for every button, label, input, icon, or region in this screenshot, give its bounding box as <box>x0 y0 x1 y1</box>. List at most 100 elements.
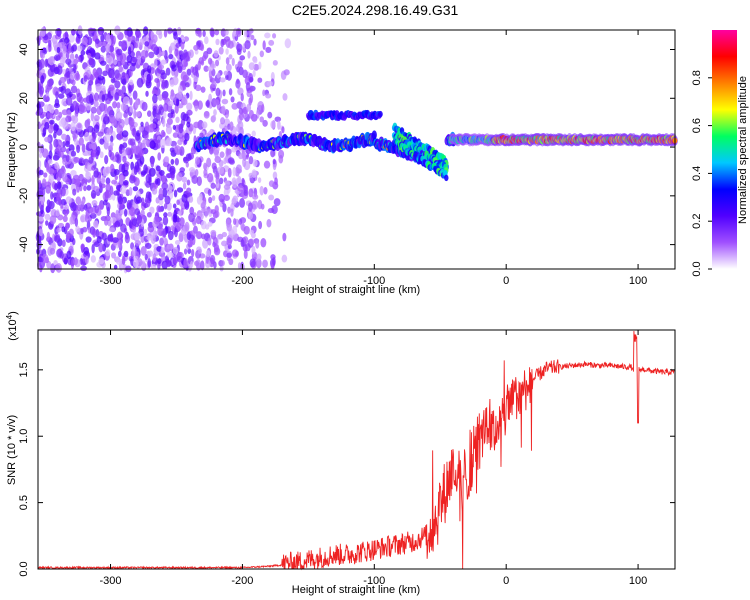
colorbar-label: Normalized spectral amplitude <box>737 76 749 224</box>
noise-cell <box>185 56 191 62</box>
noise-cell <box>247 50 251 59</box>
noise-cell <box>155 197 160 204</box>
noise-cell <box>134 208 141 216</box>
noise-cell <box>43 172 48 178</box>
noise-cell <box>72 132 78 140</box>
noise-cell <box>124 29 129 36</box>
noise-cell <box>38 85 45 95</box>
noise-cell <box>80 50 86 56</box>
noise-cell <box>64 88 72 96</box>
noise-cell <box>128 85 132 94</box>
noise-cell <box>60 199 67 206</box>
noise-cell <box>240 239 245 248</box>
noise-cell <box>170 173 175 179</box>
noise-cell <box>172 75 179 86</box>
noise-cell <box>50 263 56 274</box>
noise-cell <box>173 189 178 198</box>
noise-cell <box>176 199 180 206</box>
noise-cell <box>81 143 86 153</box>
noise-cell <box>148 51 155 59</box>
noise-cell <box>248 238 255 246</box>
noise-cell <box>53 124 60 131</box>
noise-cell <box>239 198 246 208</box>
noise-cell <box>129 97 133 106</box>
noise-cell <box>262 40 266 51</box>
noise-cell <box>162 118 166 128</box>
noise-cell <box>125 74 129 83</box>
noise-cell <box>170 140 177 147</box>
noise-cell <box>118 65 124 73</box>
noise-cell <box>241 177 245 184</box>
line-xtick-label: 100 <box>629 575 647 587</box>
noise-cell <box>152 34 158 44</box>
noise-cell <box>121 163 126 174</box>
noise-cell <box>238 153 244 160</box>
noise-cell <box>221 98 229 105</box>
noise-cell <box>94 205 99 214</box>
heatmap-ytick-label: 0 <box>18 144 30 150</box>
noise-cell <box>39 257 44 263</box>
noise-cell <box>120 223 127 233</box>
noise-cell <box>189 240 193 248</box>
noise-cell <box>218 177 224 185</box>
noise-cell <box>163 29 168 38</box>
noise-cell <box>203 65 209 72</box>
noise-cell <box>155 165 161 172</box>
noise-cell <box>85 171 92 180</box>
noise-cell <box>189 206 195 215</box>
noise-cell <box>153 133 158 143</box>
noise-cell <box>169 42 176 51</box>
noise-cell <box>112 101 118 109</box>
noise-cell <box>188 212 195 223</box>
noise-cell <box>265 46 272 54</box>
noise-cell <box>165 125 173 135</box>
noise-cell <box>202 30 206 37</box>
noise-cell <box>135 111 141 118</box>
noise-cell <box>159 169 165 176</box>
noise-cell <box>177 210 182 216</box>
noise-cell <box>218 193 225 203</box>
noise-cell <box>101 40 108 48</box>
noise-cell <box>249 76 254 83</box>
noise-cell <box>161 174 166 185</box>
colorbar-tick-label: 0.4 <box>691 166 703 181</box>
noise-cell <box>52 154 60 161</box>
heatmap-x-axis-label: Height of straight line (km) <box>292 284 420 296</box>
noise-cell <box>39 58 45 69</box>
noise-cell <box>148 250 154 257</box>
noise-cell <box>74 53 79 59</box>
noise-cell <box>114 91 120 101</box>
noise-cell <box>252 69 256 78</box>
noise-cell <box>165 67 171 76</box>
noise-cell <box>86 118 91 125</box>
noise-cell <box>252 57 258 64</box>
noise-cell <box>186 179 191 186</box>
noise-cell <box>155 139 162 149</box>
noise-cell <box>153 215 160 225</box>
noise-cell <box>282 93 288 101</box>
noise-cell <box>73 137 78 146</box>
noise-cell <box>117 212 122 220</box>
chart-title: C2E5.2024.298.16.49.G31 <box>291 2 459 18</box>
noise-cell <box>243 189 249 196</box>
noise-cell <box>165 173 172 179</box>
colorbar-tick-label: 0.6 <box>691 118 703 133</box>
noise-cell <box>212 241 216 248</box>
noise-cell <box>42 127 47 137</box>
noise-cell <box>38 228 44 237</box>
noise-cell <box>64 37 70 44</box>
noise-cell <box>272 171 278 180</box>
noise-cell <box>185 82 190 88</box>
noise-cell <box>166 27 173 35</box>
noise-cell <box>121 255 126 265</box>
noise-cell <box>257 177 262 183</box>
noise-cell <box>263 186 268 195</box>
noise-cell <box>105 43 111 54</box>
noise-cell <box>80 215 85 223</box>
diagonal-band-cell <box>444 174 449 182</box>
noise-cell <box>48 173 55 183</box>
noise-cell <box>58 119 65 127</box>
noise-cell <box>210 182 216 189</box>
noise-cell <box>228 88 233 96</box>
multiplier-close: ) <box>7 311 19 315</box>
